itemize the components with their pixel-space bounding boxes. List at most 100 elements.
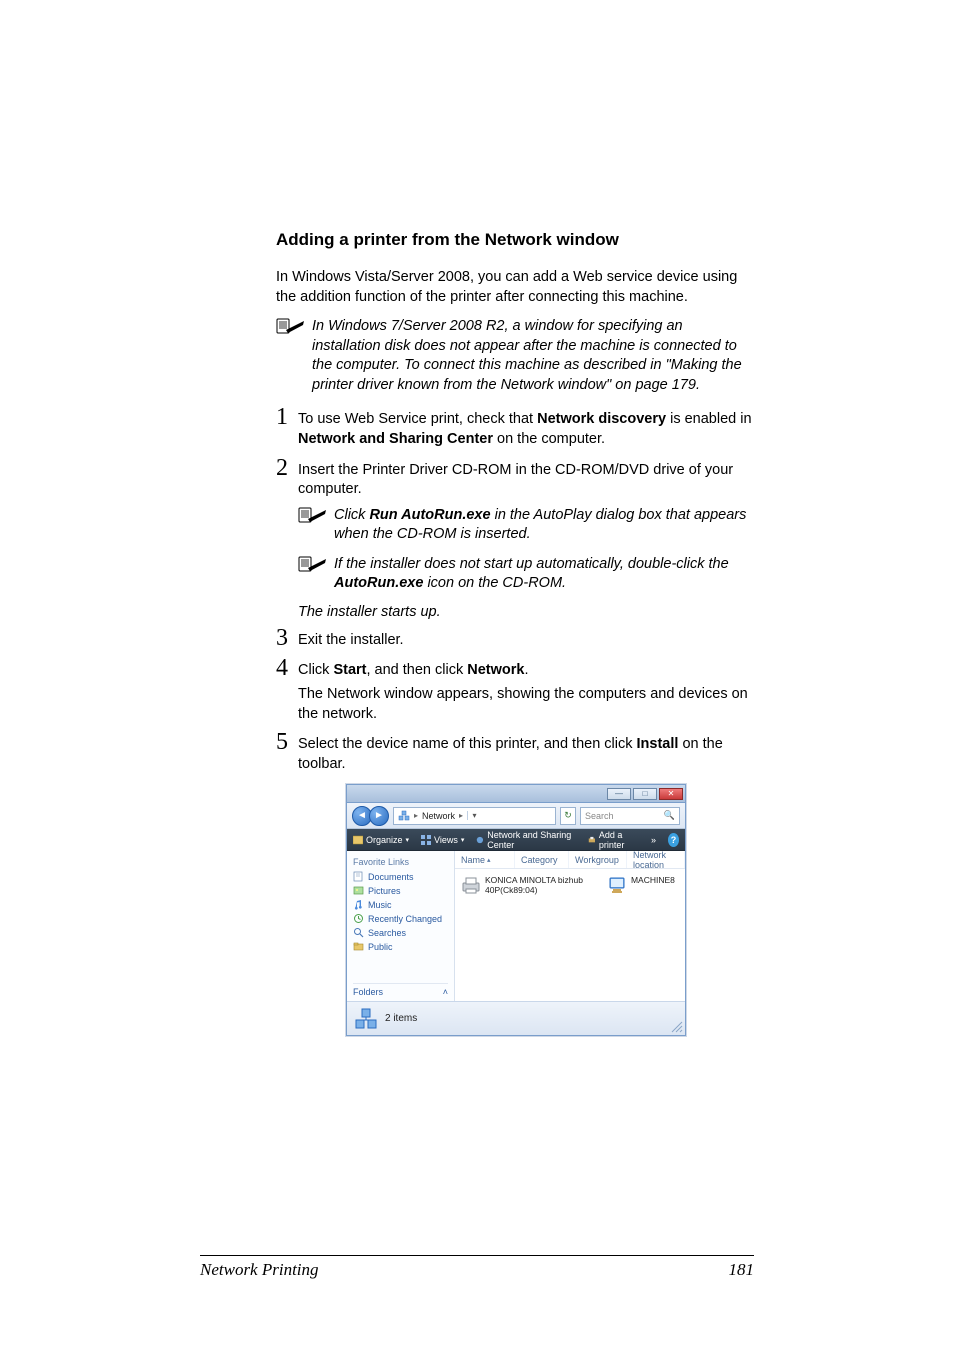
t: is enabled in: [666, 411, 751, 427]
step-3: 3 Exit the installer.: [276, 626, 754, 651]
device-label: KONICA MINOLTA bizhub 40P(Ck89:04): [485, 875, 583, 895]
fav-public[interactable]: Public: [353, 941, 448, 952]
toolbar-overflow[interactable]: »: [651, 835, 656, 845]
chevron-up-icon: ˄: [443, 987, 448, 997]
step-2: 2 Insert the Printer Driver CD-ROM in th…: [276, 456, 754, 500]
t: Searches: [368, 928, 406, 938]
page-footer: Network Printing 181: [200, 1255, 754, 1280]
t: Install: [637, 736, 679, 752]
public-icon: [353, 941, 364, 952]
t: Start: [333, 662, 366, 678]
folders-toggle[interactable]: Folders ˄: [353, 983, 448, 997]
col-category[interactable]: Category: [515, 851, 569, 868]
maximize-button[interactable]: □: [633, 788, 657, 800]
t: Select the device name of this printer, …: [298, 736, 637, 752]
t: Public: [368, 942, 393, 952]
t: KONICA MINOLTA bizhub: [485, 875, 583, 885]
t: Views: [434, 835, 458, 845]
network-icon: [398, 810, 410, 822]
step-2-body: Insert the Printer Driver CD-ROM in the …: [298, 456, 754, 500]
window-title-bar: — □ ✕: [347, 785, 685, 803]
t: 40P(Ck89:04): [485, 885, 537, 895]
search-icon: 🔍: [664, 810, 675, 821]
step-1: 1 To use Web Service print, check that N…: [276, 405, 754, 449]
step-4-sub: The Network window appears, showing the …: [298, 685, 754, 724]
network-window-screenshot: — □ ✕ ◄ ► ▸ Network ▸ ▾ ↻ Search 🔍: [346, 784, 686, 1036]
t: Network: [467, 662, 524, 678]
items-area: KONICA MINOLTA bizhub 40P(Ck89:04) MACHI…: [455, 869, 685, 901]
t: Network and Sharing Center: [298, 431, 493, 447]
intro-paragraph: In Windows Vista/Server 2008, you can ad…: [276, 268, 754, 307]
breadcrumb-dropdown[interactable]: ▾: [467, 811, 481, 820]
favorites-pane: Favorite Links Documents Pictures Music …: [347, 851, 455, 1001]
t: Click: [298, 662, 333, 678]
fav-searches[interactable]: Searches: [353, 927, 448, 938]
t: Organize: [366, 835, 403, 845]
step-number: 4: [276, 656, 298, 680]
note-icon: [298, 506, 334, 545]
t: Name: [461, 855, 485, 865]
help-button[interactable]: ?: [668, 833, 679, 847]
chevron-down-icon: ▾: [461, 836, 465, 844]
search-placeholder: Search: [585, 811, 614, 821]
printer-icon: [461, 875, 481, 895]
note-3-text: If the installer does not start up autom…: [334, 555, 754, 594]
toolbar-add-printer[interactable]: Add a printer: [588, 830, 639, 850]
fav-documents[interactable]: Documents: [353, 871, 448, 882]
t: Network discovery: [537, 411, 666, 427]
t: Music: [368, 900, 392, 910]
t: AutoRun.exe: [334, 575, 423, 591]
item-count: 2 items: [385, 1013, 417, 1024]
recent-icon: [353, 913, 364, 924]
t: Pictures: [368, 886, 401, 896]
note-1-text: In Windows 7/Server 2008 R2, a window fo…: [312, 317, 754, 395]
step-1-body: To use Web Service print, check that Net…: [298, 405, 754, 449]
device-computer[interactable]: MACHINE8: [607, 875, 675, 895]
fav-recently-changed[interactable]: Recently Changed: [353, 913, 448, 924]
note-icon: [276, 317, 312, 395]
column-headers[interactable]: Name▴ Category Workgroup Network locatio…: [455, 851, 685, 869]
close-button[interactable]: ✕: [659, 788, 683, 800]
col-name[interactable]: Name▴: [455, 851, 515, 868]
documents-icon: [353, 871, 364, 882]
minimize-button[interactable]: —: [607, 788, 631, 800]
step-number: 3: [276, 626, 298, 650]
refresh-button[interactable]: ↻: [560, 807, 576, 825]
step-5-body: Select the device name of this printer, …: [298, 730, 754, 774]
main-pane: Name▴ Category Workgroup Network locatio…: [455, 851, 685, 1001]
toolbar-organize[interactable]: Organize ▾: [353, 835, 409, 845]
forward-button[interactable]: ►: [369, 806, 389, 826]
chevron-right-icon: ▸: [414, 811, 418, 820]
sort-icon: ▴: [487, 856, 491, 864]
t: If the installer does not start up autom…: [334, 556, 729, 572]
breadcrumb[interactable]: ▸ Network ▸ ▾: [393, 807, 556, 825]
t: .: [524, 662, 528, 678]
device-label: MACHINE8: [631, 875, 675, 885]
col-workgroup[interactable]: Workgroup: [569, 851, 627, 868]
computer-icon: [607, 875, 627, 895]
nav-buttons: ◄ ►: [352, 806, 389, 826]
t: Documents: [368, 872, 414, 882]
t: Click: [334, 507, 369, 523]
resize-grip-icon[interactable]: [669, 1019, 683, 1033]
device-printer[interactable]: KONICA MINOLTA bizhub 40P(Ck89:04): [461, 875, 583, 895]
footer-title: Network Printing: [200, 1260, 319, 1280]
step-number: 2: [276, 456, 298, 480]
toolbar: Organize ▾ Views ▾ Network and Sharing C…: [347, 829, 685, 851]
music-icon: [353, 899, 364, 910]
status-bar: 2 items: [347, 1001, 685, 1035]
t: Add a printer: [599, 830, 639, 850]
step-5: 5 Select the device name of this printer…: [276, 730, 754, 774]
col-location[interactable]: Network location: [627, 851, 685, 868]
step-4: 4 Click Start, and then click Network. T…: [276, 656, 754, 724]
step-3-body: Exit the installer.: [298, 626, 404, 651]
t: icon on the CD-ROM.: [423, 575, 566, 591]
t: Run AutoRun.exe: [369, 507, 490, 523]
fav-music[interactable]: Music: [353, 899, 448, 910]
fav-pictures[interactable]: Pictures: [353, 885, 448, 896]
note-3: If the installer does not start up autom…: [298, 555, 754, 594]
search-input[interactable]: Search 🔍: [580, 807, 680, 825]
installer-starts: The installer starts up.: [298, 604, 754, 620]
toolbar-views[interactable]: Views ▾: [421, 835, 464, 845]
toolbar-nsc[interactable]: Network and Sharing Center: [476, 830, 576, 850]
